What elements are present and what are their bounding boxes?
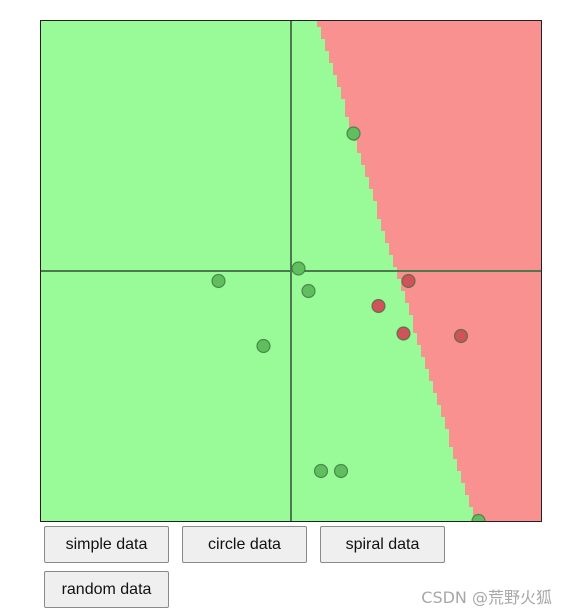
- data-point-red: [401, 273, 416, 289]
- data-point-green: [211, 273, 226, 289]
- data-point-green: [256, 338, 271, 354]
- decision-boundary-plot: [40, 20, 542, 522]
- data-point-green: [313, 463, 329, 479]
- data-point-green: [346, 126, 361, 141]
- data-point-red: [396, 326, 411, 341]
- data-point-green: [333, 463, 349, 479]
- data-point-red: [371, 298, 386, 314]
- data-point-green: [291, 261, 306, 276]
- watermark-text: CSDN @荒野火狐: [421, 588, 552, 607]
- spiral-data-button[interactable]: spiral data: [320, 526, 445, 563]
- data-point-red: [453, 328, 469, 344]
- simple-data-button[interactable]: simple data: [44, 526, 169, 563]
- circle-data-button[interactable]: circle data: [182, 526, 307, 563]
- data-point-green: [301, 283, 316, 299]
- random-data-button[interactable]: random data: [44, 571, 169, 608]
- scatter-plot-canvas: [41, 21, 541, 521]
- data-point-green: [471, 513, 486, 521]
